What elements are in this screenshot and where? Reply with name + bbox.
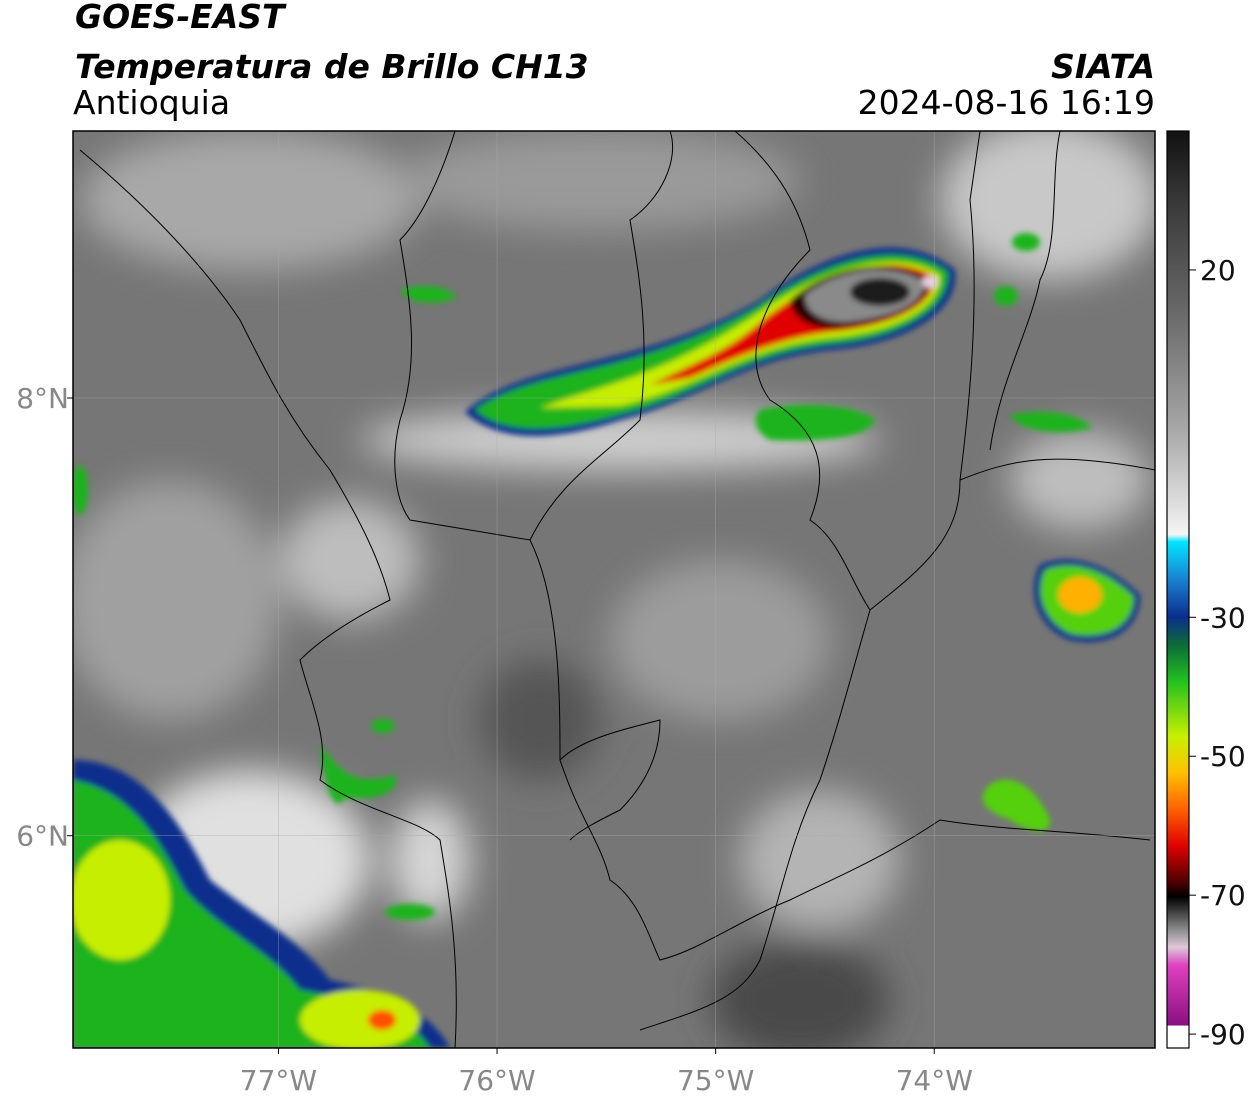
colorbar-tick-label: -30 [1200, 601, 1246, 634]
satellite-title: GOES-EAST [75, 0, 287, 36]
colorbar-tick-label: -90 [1200, 1018, 1246, 1051]
boundaries [79, 131, 1155, 1048]
x-tick-label: 77°W [240, 1064, 317, 1097]
colorbar-tick-label: -50 [1200, 740, 1246, 773]
x-tick-label: 75°W [677, 1064, 754, 1097]
y-tick-label: 8°N [16, 382, 69, 415]
source-label: SIATA [1051, 47, 1155, 86]
graticule [73, 131, 1155, 1048]
satellite-image [73, 131, 1155, 1048]
x-tick-label: 76°W [458, 1064, 535, 1097]
storm-plume [73, 233, 1140, 1048]
colorbar [1166, 130, 1190, 1049]
datetime-label: 2024-08-16 16:19 [858, 83, 1155, 122]
product-title: Temperatura de Brillo CH13 [75, 47, 589, 86]
y-tick-label: 6°N [16, 820, 69, 853]
map-frame [72, 130, 1156, 1049]
colorbar-tick-label: -70 [1200, 879, 1246, 912]
colorbar-tick-label: 20 [1200, 254, 1236, 287]
x-tick-label: 74°W [896, 1064, 973, 1097]
region-label: Antioquia [73, 83, 230, 122]
